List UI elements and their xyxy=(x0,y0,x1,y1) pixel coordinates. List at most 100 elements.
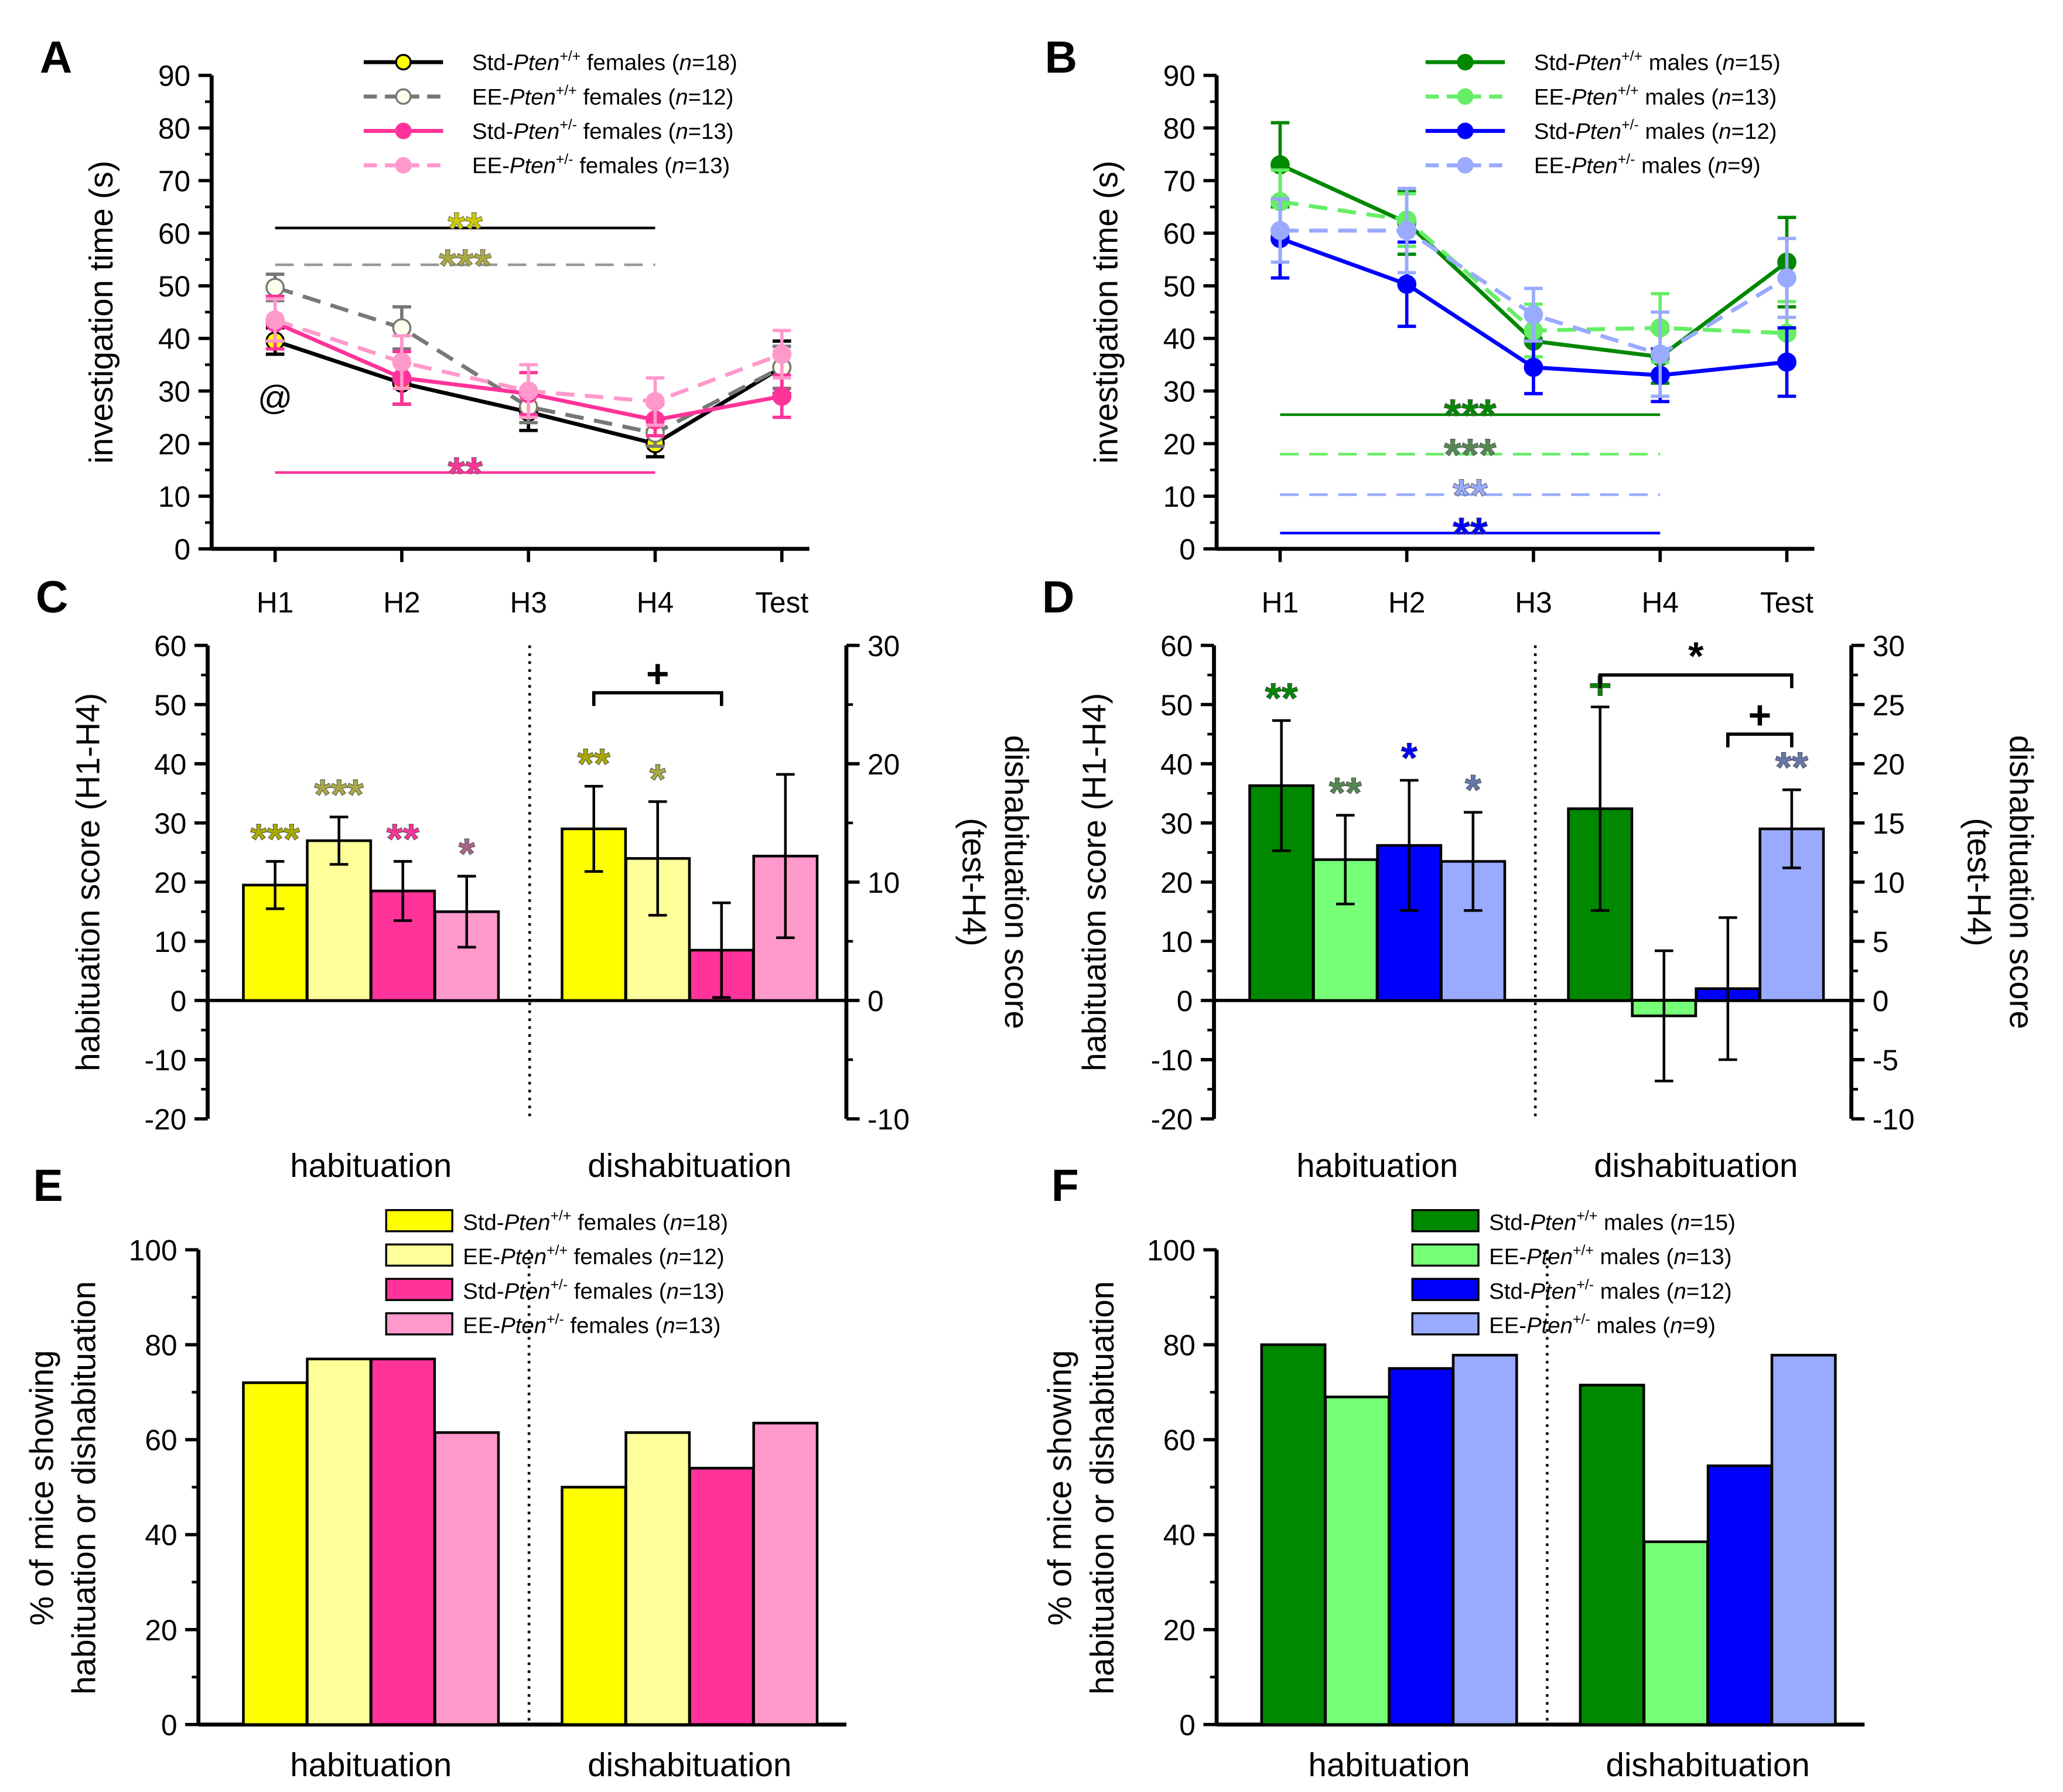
y-tick-label: -5 xyxy=(1873,1044,1898,1077)
legend-swatch xyxy=(385,1312,453,1336)
y-tick-label: -10 xyxy=(867,1103,910,1136)
legend-prefix: EE- xyxy=(463,1244,500,1269)
legend-prefix: Std- xyxy=(472,50,513,76)
significance-stars: * xyxy=(1401,735,1418,781)
y-tick-label: -10 xyxy=(1873,1103,1915,1136)
legend-count: =18) xyxy=(682,1210,728,1235)
x-tick-label: Test xyxy=(755,586,808,619)
legend-n: n xyxy=(1673,1244,1686,1269)
y-tick-label: 20 xyxy=(145,1614,177,1647)
legend-genotype: +/- xyxy=(1621,117,1639,133)
y-tick-label: 0 xyxy=(867,985,884,1018)
legend-prefix: EE- xyxy=(1489,1313,1526,1339)
bar xyxy=(1451,1354,1518,1726)
y-tick-label: 10 xyxy=(154,926,186,958)
legend-label: EE-Pten+/- females (n=13) xyxy=(472,152,730,179)
y-tick-label: 0 xyxy=(161,1709,177,1742)
legend-label: EE-Pten+/+ females (n=12) xyxy=(472,83,733,110)
y-tick-label: 20 xyxy=(158,428,190,460)
legend-swatch xyxy=(1411,1312,1480,1336)
significance-stars: *** xyxy=(1444,430,1497,480)
y-tick-label: 0 xyxy=(175,533,191,566)
y-tick-label: 30 xyxy=(1160,807,1193,840)
legend-label: EE-Pten+/+ males (n=13) xyxy=(1489,1243,1731,1269)
right-axis-label: dishabituation score xyxy=(998,735,1035,1029)
x-tick-label: H1 xyxy=(1262,586,1299,619)
legend-group: males ( xyxy=(1590,1313,1671,1339)
significance-stars: * xyxy=(650,756,667,803)
legend-label: EE-Pten+/- females (n=13) xyxy=(463,1312,720,1339)
group-label: habituation xyxy=(290,1746,452,1783)
bar xyxy=(1706,1464,1773,1726)
legend-prefix: EE- xyxy=(1489,1244,1526,1269)
y-tick-label: 0 xyxy=(1179,533,1196,566)
legend-count: =12) xyxy=(1731,119,1777,144)
data-point xyxy=(1270,221,1290,240)
legend-gene: Pten xyxy=(500,1244,547,1269)
legend-count: =13) xyxy=(1686,1244,1732,1269)
legend-n: n xyxy=(1673,1279,1686,1304)
significance-stars: ** xyxy=(1775,745,1809,791)
y-tick-label: 80 xyxy=(1163,112,1196,145)
y-axis-label: habituation score (H1-H4) xyxy=(1075,693,1112,1071)
legend-genotype: +/+ xyxy=(547,1243,568,1258)
legend-n: n xyxy=(1715,153,1727,179)
y-tick-label: 90 xyxy=(1163,60,1196,93)
bracket-significance: * xyxy=(1688,634,1704,678)
legend-gene: Pten xyxy=(510,153,556,179)
legend-prefix: EE- xyxy=(463,1313,500,1339)
group-label: habituation xyxy=(1309,1746,1470,1783)
legend-group: males ( xyxy=(1639,84,1719,110)
legend-group: males ( xyxy=(1639,119,1719,144)
legend-gene: Pten xyxy=(1575,50,1621,76)
y-tick-label: 80 xyxy=(1163,1329,1196,1362)
legend-count: =12) xyxy=(1686,1279,1732,1304)
legend-count: =15) xyxy=(1690,1210,1736,1235)
legend-label: Std-Pten+/+ females (n=18) xyxy=(472,49,737,76)
y-tick-label: 0 xyxy=(1873,985,1889,1018)
legend-gene: Pten xyxy=(504,1279,551,1304)
y-tick-label: 10 xyxy=(1163,480,1196,513)
legend-group: females ( xyxy=(577,119,676,144)
y-tick-label: 60 xyxy=(154,630,186,663)
legend-prefix: EE- xyxy=(472,84,510,110)
legend-n: n xyxy=(1670,1313,1682,1339)
legend-gene: Pten xyxy=(1530,1279,1576,1304)
significance-stars: ** xyxy=(1453,509,1488,559)
data-point xyxy=(1777,268,1796,288)
y-tick-label: 60 xyxy=(1160,630,1193,663)
y-tick-label: 60 xyxy=(1163,217,1196,250)
bar xyxy=(306,1357,373,1726)
y-tick-label: 80 xyxy=(158,112,190,145)
legend-marker xyxy=(395,122,412,139)
legend-marker xyxy=(395,157,412,174)
bar xyxy=(242,1381,309,1726)
legend-prefix: Std- xyxy=(463,1279,504,1304)
legend-gene: Pten xyxy=(504,1210,551,1235)
legend-genotype: +/- xyxy=(551,1277,568,1293)
legend-prefix: Std- xyxy=(1534,119,1575,144)
legend-n: n xyxy=(1719,84,1731,110)
legend-gene: Pten xyxy=(513,50,559,76)
bracket-significance: + xyxy=(1748,694,1772,738)
y-tick-label: -20 xyxy=(1151,1103,1193,1136)
y-tick-label: 60 xyxy=(145,1424,177,1457)
legend-n: n xyxy=(1722,50,1734,76)
legend-group: males ( xyxy=(1597,1210,1678,1235)
group-label: habituation xyxy=(1296,1147,1458,1184)
y-tick-label: 50 xyxy=(158,270,190,303)
legend-group: males ( xyxy=(1642,50,1723,76)
bar xyxy=(1642,1540,1709,1726)
legend-count: =15) xyxy=(1735,50,1781,76)
legend-gene: Pten xyxy=(1572,84,1618,110)
y-tick-label: 20 xyxy=(867,748,900,781)
legend-label: EE-Pten+/+ males (n=13) xyxy=(1534,83,1777,110)
panel-B: B 0 10 20 30 40 50 60 70 80 90 H1 H2 H3 H4 Test investig… xyxy=(1045,33,1815,619)
y-tick-label: 70 xyxy=(158,165,190,197)
legend-prefix: EE- xyxy=(472,153,510,179)
group-label: dishabituation xyxy=(1594,1147,1798,1184)
group-label: dishabituation xyxy=(1606,1746,1810,1783)
legend-group: females ( xyxy=(571,1210,670,1235)
group-label: dishabituation xyxy=(588,1147,791,1184)
